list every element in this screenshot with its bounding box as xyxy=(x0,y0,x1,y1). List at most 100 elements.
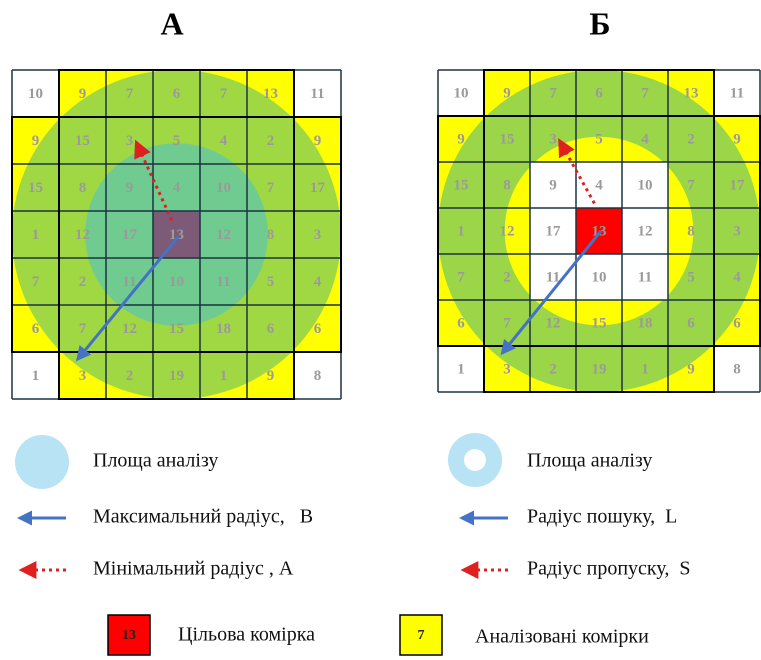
cell-number: 6 xyxy=(595,85,603,101)
min-radius-arrow xyxy=(134,139,174,222)
cell-number: 10 xyxy=(28,86,43,102)
target-cell xyxy=(153,211,200,258)
cell-number: 7 xyxy=(79,321,87,337)
cell-number: 3 xyxy=(79,368,87,384)
max-radius-arrow xyxy=(500,230,603,356)
cell-number: 2 xyxy=(126,368,134,384)
cell xyxy=(12,352,59,399)
legend-text: Аналізовані комірки xyxy=(475,626,649,648)
cell-number: 9 xyxy=(457,131,465,147)
cell-number: 17 xyxy=(310,180,326,196)
target-cell xyxy=(576,208,622,254)
cell-number: 4 xyxy=(733,269,741,285)
cell xyxy=(12,70,59,117)
cell-number: 4 xyxy=(641,131,649,147)
skipped-cell xyxy=(622,254,668,300)
cell-number: 1 xyxy=(32,368,40,384)
cell-number: 9 xyxy=(32,133,40,149)
cell-number: 6 xyxy=(173,86,181,102)
legend-text: Мінімальний радіус , А xyxy=(93,558,294,580)
cell-number: 9 xyxy=(267,368,275,384)
cell-number: 3 xyxy=(733,223,741,239)
cell-number: 12 xyxy=(546,315,561,331)
cell-number: 1 xyxy=(457,361,465,377)
cell-number: 11 xyxy=(546,269,560,285)
cell-number: 8 xyxy=(79,180,87,196)
cell-number: 11 xyxy=(122,274,136,290)
cell-number: 12 xyxy=(638,223,653,239)
cell-number: 15 xyxy=(454,177,469,193)
legend-text: Максимальний радіус, B xyxy=(93,506,313,528)
cell-number: 7 xyxy=(687,177,695,193)
cell-number: 7 xyxy=(503,315,511,331)
cell-number: 15 xyxy=(592,315,607,331)
cell-number: 18 xyxy=(638,315,653,331)
skipped-cell xyxy=(622,208,668,254)
skipped-cell xyxy=(530,162,576,208)
cell-number: 9 xyxy=(126,180,134,196)
cell-number: 7 xyxy=(126,86,134,102)
legend-text: Площа аналізу xyxy=(527,450,652,472)
cell-number: 7 xyxy=(32,274,40,290)
panel-title: А xyxy=(160,5,183,41)
cell-number: 11 xyxy=(730,85,744,101)
cell-number: 9 xyxy=(549,177,557,193)
cell-number: 2 xyxy=(687,131,695,147)
legend-text: Цільова комірка xyxy=(178,624,315,646)
cell-number: 3 xyxy=(503,361,511,377)
cell-number: 15 xyxy=(169,321,184,337)
cell-number: 11 xyxy=(638,269,652,285)
cell-number: 6 xyxy=(457,315,465,331)
cell-number: 2 xyxy=(549,361,557,377)
cell-number: 15 xyxy=(28,180,43,196)
target-sample: 13 xyxy=(122,628,136,643)
cell-number: 5 xyxy=(173,133,181,149)
cell-number: 15 xyxy=(500,131,515,147)
cell-number: 6 xyxy=(267,321,275,337)
cell-number: 4 xyxy=(595,177,603,193)
cell-number: 8 xyxy=(687,223,695,239)
cell xyxy=(438,346,484,392)
cell-number: 11 xyxy=(216,274,230,290)
cell-number: 9 xyxy=(503,85,511,101)
border xyxy=(437,115,761,347)
cell xyxy=(294,352,341,399)
cell xyxy=(294,70,341,117)
cell-number: 7 xyxy=(549,85,557,101)
cell-number: 1 xyxy=(220,368,228,384)
cell-number: 8 xyxy=(733,361,741,377)
cell-number: 9 xyxy=(687,361,695,377)
analyzed-swatch xyxy=(399,614,443,656)
max-radius-arrow xyxy=(75,235,180,362)
cell-number: 7 xyxy=(267,180,275,196)
cell-number: 10 xyxy=(454,85,469,101)
cell-number: 3 xyxy=(549,131,557,147)
cell-number: 1 xyxy=(32,227,40,243)
cell-number: 8 xyxy=(267,227,275,243)
cell-number: 5 xyxy=(595,131,603,147)
analyzed-sample: 7 xyxy=(418,628,425,643)
cell-number: 1 xyxy=(457,223,465,239)
cell-number: 4 xyxy=(220,133,228,149)
cell-number: 19 xyxy=(592,361,607,377)
border xyxy=(58,69,295,400)
cell-number: 6 xyxy=(733,315,741,331)
cell-number: 10 xyxy=(216,180,231,196)
cell-number: 13 xyxy=(684,85,699,101)
cell-number: 10 xyxy=(592,269,607,285)
skipped-cell xyxy=(622,162,668,208)
cell-number: 19 xyxy=(169,368,184,384)
cell-number: 9 xyxy=(733,131,741,147)
cell-number: 6 xyxy=(32,321,40,337)
cell-number: 12 xyxy=(75,227,90,243)
cell-number: 18 xyxy=(216,321,231,337)
border xyxy=(483,69,715,393)
cell-number: 2 xyxy=(267,133,275,149)
legend-text: Площа аналізу xyxy=(93,450,218,472)
analysis-ring xyxy=(438,70,760,392)
cell-number: 2 xyxy=(79,274,87,290)
legend-text: Радіус пропуску, S xyxy=(527,558,690,580)
cell-number: 15 xyxy=(75,133,90,149)
cell-number: 6 xyxy=(314,321,322,337)
cell-number: 9 xyxy=(79,86,87,102)
